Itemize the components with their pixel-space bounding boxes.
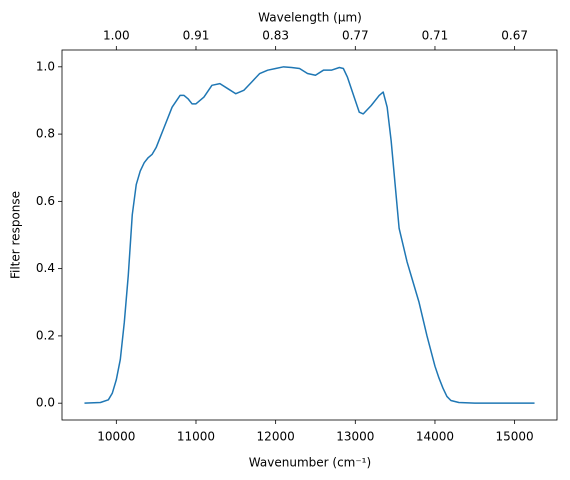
- x2-tick-label: 1.00: [103, 29, 130, 43]
- y-tick-label: 0.2: [36, 328, 55, 342]
- x-axis-label: Wavenumber (cm⁻¹): [249, 456, 371, 470]
- y-tick-label: 0.8: [36, 127, 55, 141]
- plot-frame: [61, 49, 558, 421]
- x-tick-label: 15000: [496, 430, 534, 444]
- x-tick-label: 13000: [336, 430, 374, 444]
- x2-tick-label: 0.77: [342, 29, 369, 43]
- x2-tick-label: 0.71: [422, 29, 449, 43]
- line: [84, 66, 535, 404]
- x2-tick-label: 0.83: [262, 29, 289, 43]
- y-tick-label: 0.0: [36, 396, 55, 410]
- x2-tick-label: 0.67: [501, 29, 528, 43]
- y-tick-label: 1.0: [36, 59, 55, 73]
- x2-tick-label: 0.91: [183, 29, 210, 43]
- x-tick-label: 12000: [257, 430, 295, 444]
- x-tick-label: 10000: [97, 430, 135, 444]
- y-tick-label: 0.6: [36, 194, 55, 208]
- y-tick-label: 0.4: [36, 261, 55, 275]
- x-tick-label: 11000: [177, 430, 215, 444]
- x-tick-label: 14000: [416, 430, 454, 444]
- y-axis-label: Filter response: [9, 191, 23, 279]
- x2-axis-label: Wavelength (μm): [258, 11, 362, 25]
